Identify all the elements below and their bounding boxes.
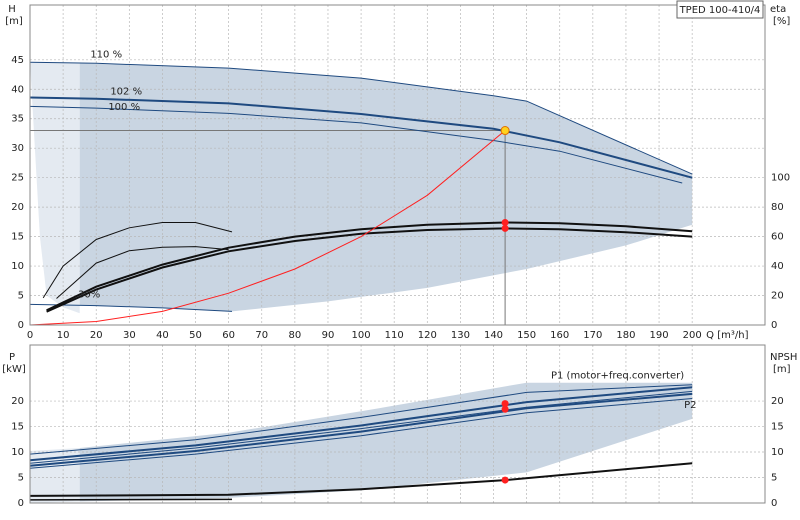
x-tick-label: 40 — [156, 330, 169, 341]
x-tick-label: 160 — [550, 330, 569, 341]
x-tick-label: 190 — [650, 330, 669, 341]
y-tick-label: 20 — [11, 202, 24, 213]
x-tick-label: 150 — [517, 330, 536, 341]
x-tick-label: 60 — [222, 330, 235, 341]
x-tick-label: 180 — [616, 330, 635, 341]
y2-tick-label: 40 — [771, 261, 784, 272]
curve-label: P1 (motor+freq.converter) — [551, 370, 684, 381]
x-tick-label: 110 — [385, 330, 404, 341]
curve — [29, 105, 683, 184]
operating-marker — [501, 476, 509, 484]
curve — [29, 130, 506, 326]
curve — [29, 498, 233, 501]
x-tick-label: 130 — [451, 330, 470, 341]
operating-marker — [501, 224, 509, 232]
y-tick-label: 0 — [18, 320, 24, 331]
x-tick-label: 140 — [484, 330, 503, 341]
curve — [46, 227, 693, 313]
x-tick-label: 70 — [255, 330, 268, 341]
x-axis-label: Q [m³/h] — [706, 330, 748, 341]
x-tick-label: 80 — [288, 330, 301, 341]
plot-frame — [29, 344, 766, 504]
y-tick-label: 15 — [11, 422, 24, 433]
y2-tick-label: 0 — [771, 320, 777, 331]
model-name: TPED 100-410/4 — [679, 5, 761, 16]
y-tick-label: 40 — [11, 84, 24, 95]
y-tick-label: 5 — [18, 473, 24, 484]
x-tick-label: 120 — [418, 330, 437, 341]
x-tick-label: 10 — [57, 330, 70, 341]
curve-label: 30% — [78, 289, 100, 300]
curve — [42, 222, 233, 299]
curve-label: 100 % — [108, 102, 140, 113]
operating-marker — [501, 405, 509, 413]
y2-tick-label: 0 — [771, 498, 777, 509]
y-tick-label: 35 — [11, 114, 24, 125]
curve — [56, 246, 229, 299]
y-tick-label: 10 — [11, 447, 24, 458]
plot-frame — [29, 4, 766, 326]
y2-tick-label: 80 — [771, 202, 784, 213]
curve — [46, 221, 693, 312]
y-tick-label: 30 — [11, 143, 24, 154]
x-tick-label: 30 — [123, 330, 136, 341]
operating-marker — [501, 218, 509, 226]
y2-axis-label: eta — [770, 4, 786, 15]
y-axis-unit: [kW] — [2, 364, 26, 375]
curve-label: P2 — [684, 400, 696, 411]
x-tick-label: 100 — [352, 330, 371, 341]
x-tick-label: 200 — [683, 330, 702, 341]
y-tick-label: 0 — [18, 498, 24, 509]
operating-marker — [501, 400, 509, 408]
y2-tick-label: 5 — [771, 473, 777, 484]
y2-tick-label: 100 — [771, 173, 790, 184]
x-tick-label: 50 — [189, 330, 202, 341]
y-axis-unit: [m] — [5, 16, 23, 27]
curve — [29, 390, 693, 464]
curve — [29, 398, 693, 469]
y-tick-label: 5 — [18, 291, 24, 302]
curve — [29, 462, 693, 497]
operating-range — [30, 62, 80, 314]
curve — [29, 386, 693, 462]
x-tick-label: 0 — [27, 330, 33, 341]
y2-tick-label: 20 — [771, 291, 784, 302]
model-box — [676, 0, 764, 19]
y-axis-label: P — [9, 352, 15, 363]
y2-tick-label: 20 — [771, 396, 784, 407]
y-tick-label: 15 — [11, 232, 24, 243]
curve — [29, 392, 693, 467]
y2-axis-unit: [m] — [773, 364, 791, 375]
y-tick-label: 25 — [11, 173, 24, 184]
x-tick-label: 20 — [90, 330, 103, 341]
curve-label: 102 % — [110, 87, 142, 98]
y2-axis-unit: [%] — [773, 16, 790, 27]
curve-label: 110 % — [90, 49, 122, 60]
curve — [29, 384, 693, 455]
y-tick-label: 45 — [11, 55, 24, 66]
y2-axis-label: NPSH — [770, 352, 797, 363]
y2-tick-label: 15 — [771, 422, 784, 433]
duty-point — [500, 126, 510, 136]
x-tick-label: 90 — [322, 330, 335, 341]
curve — [29, 96, 693, 179]
curve — [29, 61, 693, 175]
x-tick-label: 170 — [583, 330, 602, 341]
y-axis-label: H — [8, 4, 16, 15]
y2-tick-label: 10 — [771, 447, 784, 458]
y-tick-label: 20 — [11, 396, 24, 407]
operating-range — [79, 382, 693, 502]
y2-tick-label: 60 — [771, 232, 784, 243]
operating-range — [79, 63, 693, 312]
y-tick-label: 10 — [11, 261, 24, 272]
